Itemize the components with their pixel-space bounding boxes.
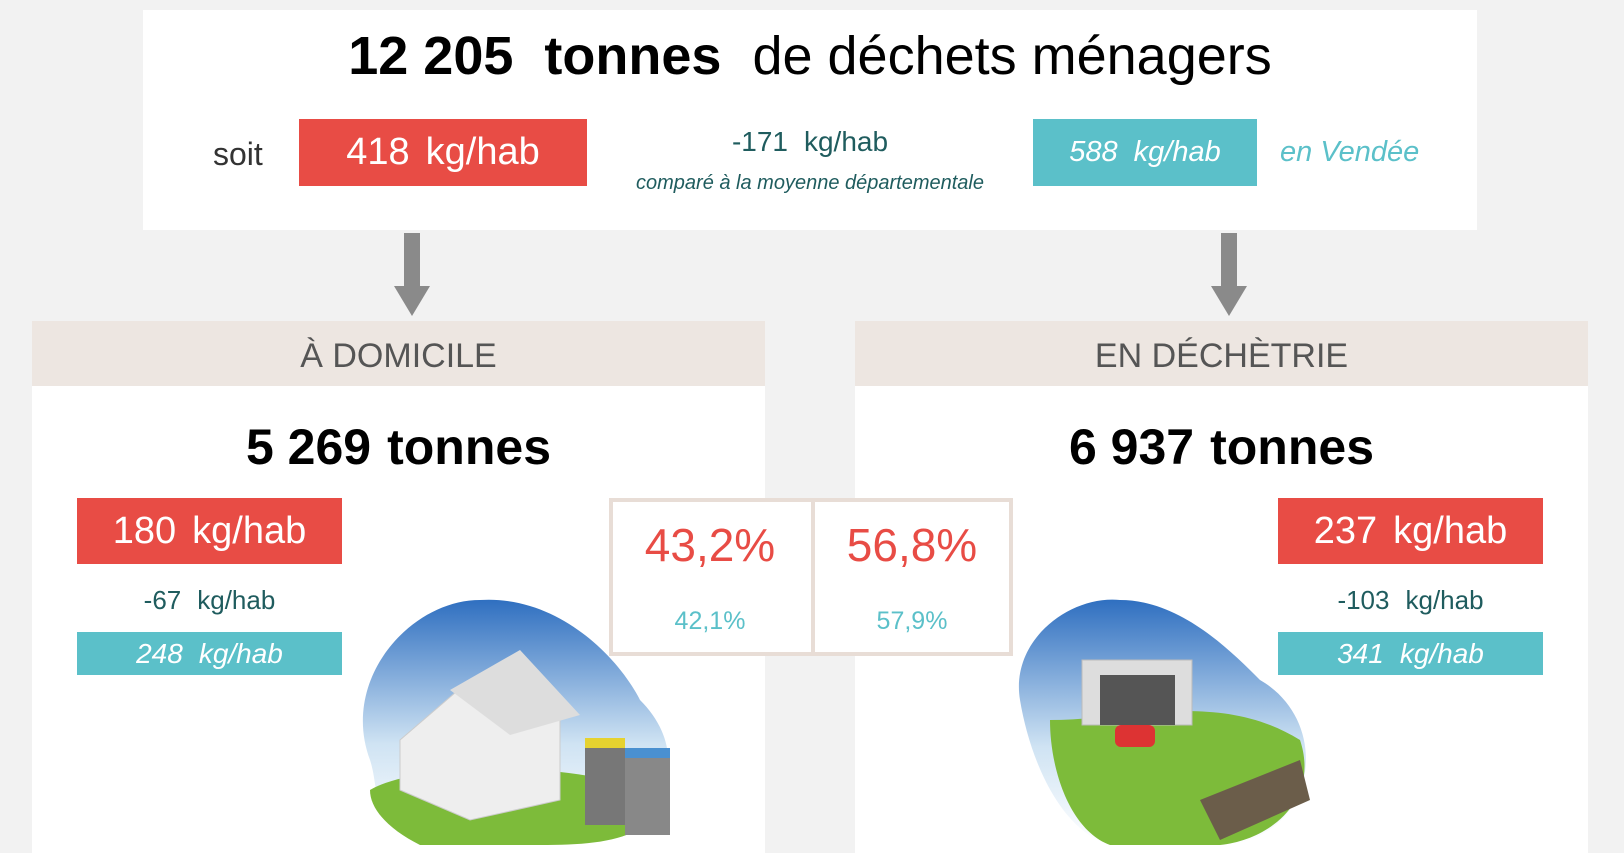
diff: -171 kg/hab — [600, 126, 1020, 158]
diff: -67 kg/hab — [77, 585, 342, 616]
value: 5 269 — [245, 419, 372, 475]
house-illustration — [362, 599, 670, 845]
prefix: soit — [213, 136, 263, 172]
value: -67 — [143, 585, 182, 615]
dept-box: 588 kg/hab — [1033, 119, 1257, 186]
share: 56,8% — [846, 519, 978, 571]
unit: kg/hab — [197, 585, 276, 615]
arrows — [394, 233, 1247, 316]
per-hab-box: 180 kg/hab — [77, 498, 342, 564]
total: 12 205 — [348, 26, 514, 86]
headline: 12 205 tonnes de déchets ménagers — [143, 25, 1477, 87]
unit: kg/hab — [803, 126, 889, 157]
dept-share: 42,1% — [674, 607, 746, 635]
unit: kg/hab — [192, 509, 307, 552]
unit: kg/hab — [1133, 136, 1221, 168]
unit: kg/hab — [1405, 585, 1484, 615]
value: 6 937 — [1068, 419, 1195, 475]
note: comparé à la moyenne départementale — [636, 172, 984, 194]
unit: tonnes — [1210, 419, 1375, 475]
per-hab-box: 418 kg/hab — [299, 119, 587, 186]
value: 237 — [1313, 509, 1378, 552]
dept-label: en Vendée — [1280, 136, 1420, 168]
dechetterie-illustration — [1018, 599, 1310, 845]
value: -103 — [1337, 585, 1390, 615]
value: 341 — [1337, 637, 1384, 669]
label: de déchets ménagers — [752, 26, 1272, 86]
dept-share: 57,9% — [876, 607, 948, 635]
diff: -103 kg/hab — [1278, 585, 1543, 616]
share-box — [609, 498, 1013, 656]
unit: tonnes — [387, 419, 552, 475]
unit: kg/hab — [198, 637, 283, 669]
dept-box: 248 kg/hab — [77, 632, 342, 675]
per-hab-box: 237 kg/hab — [1278, 498, 1543, 564]
unit: kg/hab — [1393, 509, 1508, 552]
unit: tonnes — [544, 26, 722, 86]
section-total: 5 269 tonnes — [32, 418, 765, 476]
value: 588 — [1069, 136, 1118, 168]
value: -171 — [731, 126, 788, 157]
unit: kg/hab — [425, 131, 540, 173]
section-title: EN DÉCHÈTRIE — [1094, 337, 1349, 375]
value: 180 — [112, 509, 177, 552]
dept-box: 341 kg/hab — [1278, 632, 1543, 675]
section-total: 6 937 tonnes — [855, 418, 1588, 476]
value: 418 — [346, 131, 410, 173]
value: 248 — [136, 637, 183, 669]
section-title: À DOMICILE — [300, 337, 497, 375]
share: 43,2% — [644, 519, 776, 571]
unit: kg/hab — [1399, 637, 1484, 669]
